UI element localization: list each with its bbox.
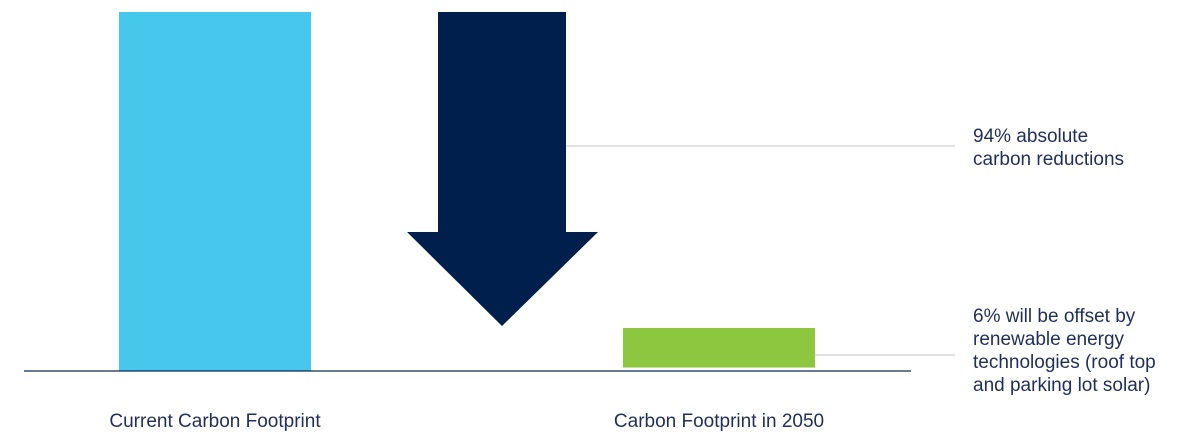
bar-2050-footprint [623, 328, 815, 368]
category-label-current: Current Carbon Footprint [109, 411, 321, 432]
bar-current-footprint [119, 12, 311, 371]
category-label-2050: Carbon Footprint in 2050 [613, 411, 825, 432]
annotation-offset: 6% will be offset by renewable energy te… [973, 306, 1156, 396]
reduction-arrow [407, 12, 598, 326]
annotation-reduction: 94% absolute carbon reductions [973, 126, 1125, 170]
